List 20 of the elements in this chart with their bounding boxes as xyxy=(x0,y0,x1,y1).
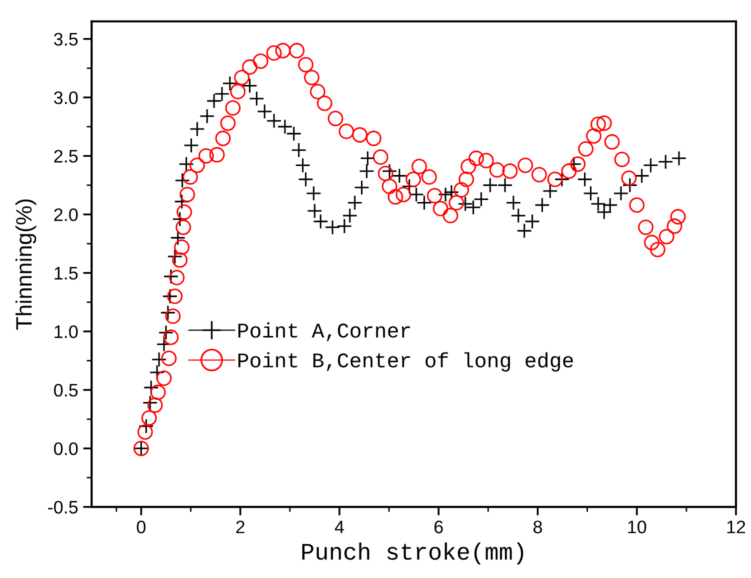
y-tick-label: 1.0 xyxy=(54,325,78,338)
x-tick-label: 12 xyxy=(727,520,746,534)
legend-label: Point A,Corner xyxy=(238,322,410,342)
x-tick-label: 10 xyxy=(628,520,646,534)
y-tick-label: 3.0 xyxy=(54,91,78,104)
y-tick-label: 3.5 xyxy=(54,32,78,46)
x-tick-label: 2 xyxy=(236,520,244,534)
x-tick-label: 4 xyxy=(334,520,344,534)
y-tick-label: 0.5 xyxy=(54,384,78,397)
x-tick-label: 8 xyxy=(533,520,542,534)
legend-label: Point B,Center of long edge xyxy=(238,352,573,372)
y-tick-label: -0.5 xyxy=(48,500,78,514)
y-axis-title: Thinnning(%) xyxy=(15,199,36,330)
y-tick-label: 2.5 xyxy=(54,150,78,163)
y-tick-label: 2.0 xyxy=(54,208,78,222)
x-axis-title: Punch stroke(mm) xyxy=(302,542,524,564)
x-tick-label: 0 xyxy=(136,520,146,534)
y-tick-label: 1.5 xyxy=(54,267,78,280)
y-tick-label: 0.0 xyxy=(54,442,78,456)
x-tick-label: 6 xyxy=(434,520,443,534)
